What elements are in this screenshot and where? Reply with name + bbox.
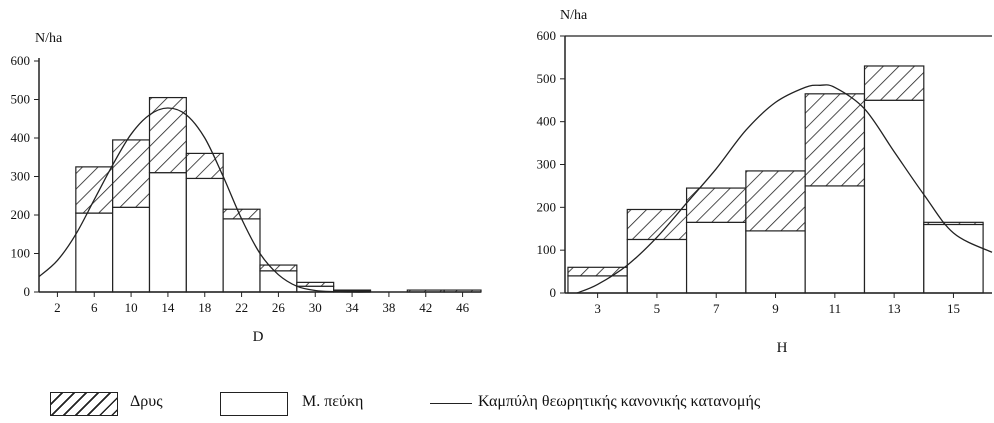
x-tick-label: 18 [198, 300, 211, 315]
y-tick-label: 0 [24, 284, 31, 299]
x-tick-label: 14 [161, 300, 175, 315]
x-tick-label: 3 [594, 301, 601, 316]
y-tick-label: 600 [537, 28, 557, 43]
empty-swatch-icon [220, 392, 288, 416]
bar-pine-10 [112, 206, 151, 293]
bar-oak-6 [75, 166, 114, 214]
xlabel-right: H [777, 340, 788, 356]
bar-pine-5 [626, 238, 688, 294]
x-tick-label: 10 [125, 300, 138, 315]
y-tick-labels-left: 0 100 200 300 400 500 600 [11, 53, 39, 299]
x-tick-label: 38 [382, 300, 395, 315]
legend-label-oak: Δρυς [130, 393, 163, 410]
x-tick-label: 13 [888, 301, 901, 316]
ylabel-right: N/ha [560, 8, 588, 23]
bar-oak-18 [185, 152, 224, 180]
bar-oak-26 [259, 264, 298, 272]
hatched-swatch-icon [50, 392, 118, 416]
legend-label-pine: Μ. πεύκη [302, 393, 364, 410]
x-tick-label: 9 [772, 301, 779, 316]
legend: Δρυς Μ. πεύκη Καμπύλη θεωρητικής κανονικ… [50, 390, 950, 420]
bar-oak-15 [923, 221, 984, 226]
x-tick-labels-right: 3 5 7 9 11 13 15 [594, 293, 960, 316]
bar-oak-14 [148, 96, 187, 174]
normal-curve-right [576, 84, 993, 294]
y-tick-label: 500 [537, 71, 557, 86]
bar-pine-13 [863, 99, 925, 294]
y-tick-label: 200 [537, 199, 557, 214]
ylabel-left: N/ha [35, 31, 63, 46]
bar-oak-13 [863, 65, 925, 101]
legend-label-curve: Καμπύλη θεωρητικής κανονικής κατανομής [478, 393, 761, 410]
bar-pine-22 [222, 218, 261, 293]
y-tick-labels-right: 0 100 200 300 400 500 600 [537, 28, 565, 300]
y-tick-label: 100 [537, 242, 557, 257]
y-tick-label: 200 [11, 207, 31, 222]
bar-pine-7 [685, 221, 747, 294]
x-tick-label: 15 [947, 301, 960, 316]
x-tick-label: 5 [654, 301, 661, 316]
y-tick-label: 400 [537, 114, 557, 129]
curve-line-icon [430, 403, 472, 404]
x-tick-labels-left: 2 6 10 14 18 22 26 30 34 38 42 46 [54, 292, 470, 315]
y-tick-label: 100 [11, 246, 31, 261]
bar-oak-34 [333, 289, 372, 292]
bar-pine-11 [804, 185, 866, 294]
x-tick-label: 42 [419, 300, 432, 315]
xlabel-left: D [253, 329, 264, 345]
y-tick-label: 500 [11, 92, 31, 107]
x-tick-label: 26 [272, 300, 286, 315]
chart-right: N/ha 0 100 200 300 400 500 600 3 5 7 9 11 13 15 H [537, 8, 993, 356]
bar-oak-10 [112, 139, 151, 208]
x-tick-label: 7 [713, 301, 720, 316]
x-tick-label: 46 [456, 300, 470, 315]
bar-pine-9 [745, 230, 806, 294]
x-tick-label: 2 [54, 300, 61, 315]
x-tick-label: 34 [346, 300, 360, 315]
y-tick-label: 300 [537, 157, 557, 172]
x-tick-label: 22 [235, 300, 248, 315]
bar-pine-18 [185, 177, 224, 293]
bar-pine-14 [148, 172, 187, 293]
y-tick-label: 400 [11, 130, 31, 145]
y-tick-label: 0 [550, 285, 557, 300]
y-tick-label: 300 [11, 169, 31, 184]
x-tick-label: 6 [91, 300, 98, 315]
bar-pine-15 [923, 223, 984, 294]
bars-left [75, 96, 482, 293]
bar-oak-7 [685, 187, 747, 223]
bar-oak-30 [296, 281, 335, 287]
normal-curve-left [38, 107, 371, 293]
y-tick-label: 600 [11, 53, 31, 68]
x-tick-label: 30 [309, 300, 322, 315]
bars-right [567, 65, 984, 294]
x-tick-label: 11 [829, 301, 842, 316]
bar-oak-11 [804, 93, 866, 187]
bar-oak-9 [745, 170, 806, 232]
